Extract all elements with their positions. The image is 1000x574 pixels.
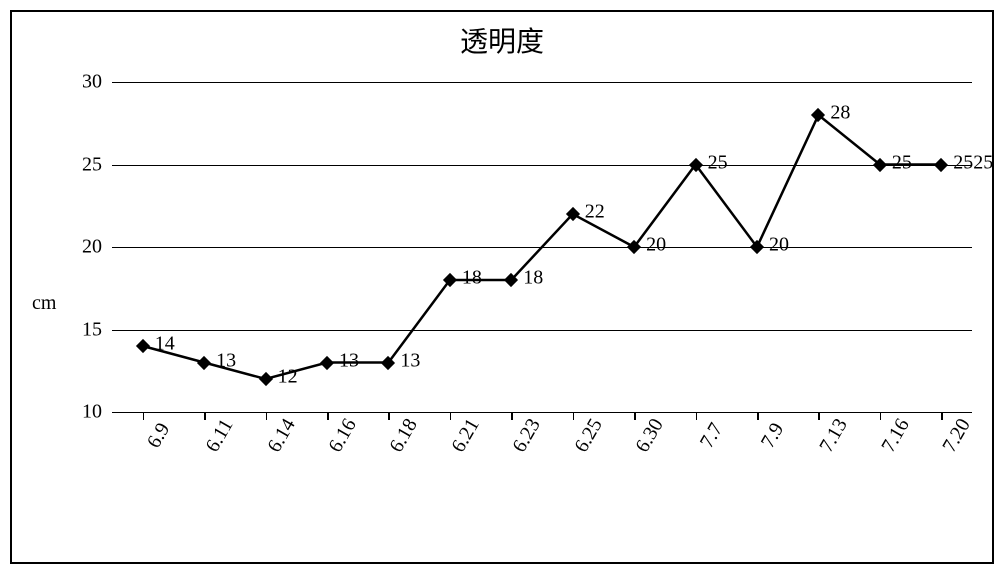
gridline bbox=[112, 247, 972, 248]
x-tick-label: 6.9 bbox=[142, 419, 174, 452]
y-tick-label: 15 bbox=[82, 318, 102, 341]
data-label: 12 bbox=[278, 366, 298, 389]
gridline bbox=[112, 82, 972, 83]
gridline bbox=[112, 165, 972, 166]
plot-area: 10152025306.96.116.146.166.186.216.236.2… bbox=[112, 82, 972, 412]
x-tick-label: 6.14 bbox=[263, 415, 300, 457]
x-tick bbox=[450, 412, 452, 420]
x-tick bbox=[757, 412, 759, 420]
y-tick-label: 25 bbox=[82, 153, 102, 176]
y-tick-label: 10 bbox=[82, 401, 102, 424]
x-tick bbox=[327, 412, 329, 420]
data-label: 18 bbox=[523, 267, 543, 290]
data-label: 20 bbox=[646, 234, 666, 257]
x-tick bbox=[266, 412, 268, 420]
gridline bbox=[112, 412, 972, 413]
x-tick bbox=[941, 412, 943, 420]
x-tick bbox=[511, 412, 513, 420]
x-tick bbox=[388, 412, 390, 420]
x-tick-label: 6.16 bbox=[324, 415, 361, 457]
x-tick-label: 7.20 bbox=[939, 415, 976, 457]
gridline bbox=[112, 330, 972, 331]
x-tick-label: 6.21 bbox=[447, 415, 484, 457]
data-label: 20 bbox=[769, 234, 789, 257]
data-label: 18 bbox=[462, 267, 482, 290]
data-label: 13 bbox=[339, 349, 359, 372]
x-tick bbox=[880, 412, 882, 420]
x-tick bbox=[204, 412, 206, 420]
chart-container: 透明度 cm 10 15 20 25 30 6.9 6.11 6.14 6.16 6.18 6.21… bbox=[10, 10, 994, 564]
x-tick-label: 7.13 bbox=[816, 415, 853, 457]
x-tick bbox=[634, 412, 636, 420]
data-label: 28 bbox=[830, 102, 850, 125]
data-label: 13 bbox=[400, 349, 420, 372]
x-tick-label: 6.25 bbox=[570, 415, 607, 457]
x-tick bbox=[818, 412, 820, 420]
y-axis-label: cm bbox=[32, 292, 56, 315]
x-tick bbox=[573, 412, 575, 420]
data-label: 22 bbox=[585, 201, 605, 224]
data-label: 14 bbox=[155, 333, 175, 356]
x-tick-label: 6.30 bbox=[631, 415, 668, 457]
x-tick-label: 6.23 bbox=[509, 415, 546, 457]
x-tick-label: 7.7 bbox=[695, 419, 727, 452]
y-tick-label: 20 bbox=[82, 236, 102, 259]
x-tick-label: 7.16 bbox=[877, 415, 914, 457]
x-tick-label: 6.18 bbox=[386, 415, 423, 457]
data-label: 25 bbox=[708, 151, 728, 174]
data-label: 13 bbox=[216, 349, 236, 372]
data-label: 2525 bbox=[953, 151, 993, 174]
y-tick-label: 30 bbox=[82, 71, 102, 94]
x-tick bbox=[696, 412, 698, 420]
x-tick-label: 6.11 bbox=[202, 415, 239, 456]
data-label: 25 bbox=[892, 151, 912, 174]
x-tick-label: 7.9 bbox=[757, 419, 789, 452]
chart-title: 透明度 bbox=[460, 20, 544, 60]
x-tick bbox=[143, 412, 145, 420]
